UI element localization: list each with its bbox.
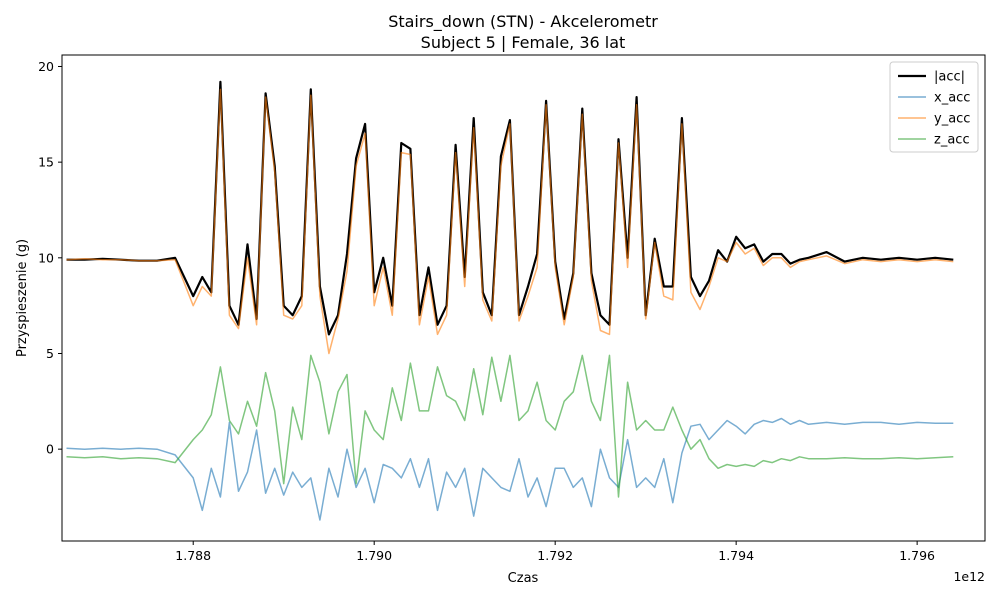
legend-entry-label: |acc|: [934, 70, 965, 85]
y-tick-label: 15: [38, 155, 54, 170]
x-axis-label: Czas: [508, 571, 539, 586]
legend-entry-label: z_acc: [934, 133, 970, 148]
x-axis-offset-label: 1e12: [953, 569, 985, 584]
plot-area-frame: [61, 54, 986, 542]
y-tick-label: 10: [38, 250, 54, 265]
x-tick-label: 1.788: [175, 548, 211, 563]
y-tick-label: 5: [46, 346, 54, 361]
x-axis: 1.788 1.790 1.792 1.794 1.796: [175, 541, 935, 563]
x-tick-label: 1.794: [718, 548, 754, 563]
y-axis: 0 5 10 15 20: [38, 59, 62, 457]
series-line-yacc: [66, 88, 954, 355]
x-tick-label: 1.790: [356, 548, 392, 563]
x-tick-label: 1.792: [537, 548, 573, 563]
legend-box: [889, 61, 979, 153]
series-layer: [66, 80, 954, 521]
series-line-acc: [66, 80, 954, 336]
chart-title: Stairs_down (STN) - Akcelerometr: [388, 12, 658, 32]
y-axis-label: Przyspieszenie (g): [15, 239, 30, 357]
x-tick-label: 1.796: [899, 548, 935, 563]
chart-subtitle: Subject 5 | Female, 36 lat: [421, 33, 626, 52]
y-tick-label: 20: [38, 59, 54, 74]
series-line-zacc: [66, 354, 954, 498]
y-tick-label: 0: [46, 442, 54, 457]
series-line-xacc: [66, 417, 954, 521]
legend-entry-label: x_acc: [934, 91, 970, 106]
legend-items: |acc| x_acc y_acc z_acc: [898, 70, 970, 148]
legend: |acc| x_acc y_acc z_acc: [889, 61, 979, 153]
legend-entry-label: y_acc: [934, 112, 970, 127]
